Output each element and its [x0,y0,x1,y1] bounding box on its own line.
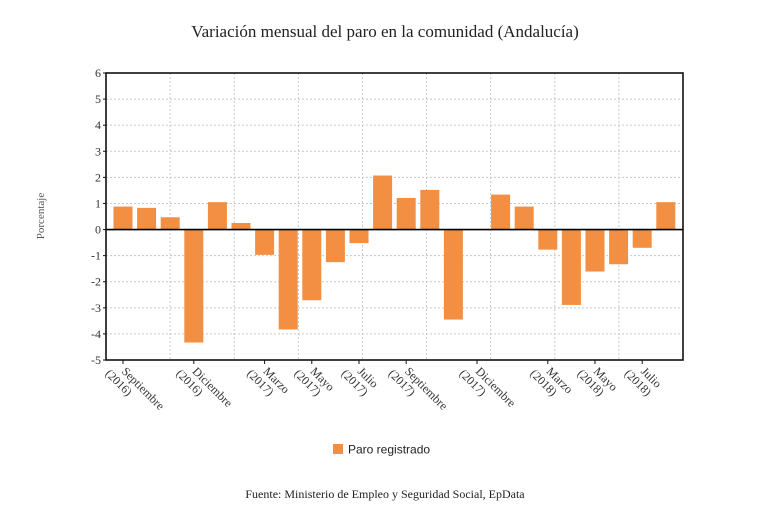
y-tick-label: -4 [91,327,101,341]
y-tick-label: 4 [95,118,101,132]
x-tick-label: Septiembre(2016) [103,364,168,413]
y-tick-label: -3 [91,301,101,315]
bar [420,189,440,230]
bar [302,229,322,301]
bar [207,202,227,230]
legend: Paro registrado [333,443,430,457]
x-tick-label: Diciembre(2016) [173,364,235,410]
x-tick-label: Julio(2018) [622,364,665,399]
bars [113,175,676,343]
bar [113,206,133,230]
bar [160,217,180,230]
bar [325,229,345,263]
y-axis-label: Porcentaje [35,193,47,240]
legend-label: Paro registrado [348,443,430,457]
chart-title: Variación mensual del paro en la comunid… [191,22,579,41]
x-tick-label: Marzo(2017) [244,364,292,399]
x-tick-label: Julio(2017) [339,364,382,399]
bar [538,229,558,250]
x-tick-label: Mayo(2017) [291,364,337,399]
x-axis: Septiembre(2016) Diciembre(2016) Marzo(201… [103,360,665,413]
x-tick-label: Mayo(2018) [575,364,621,399]
y-tick-label: -5 [91,353,101,367]
x-tick-label: Septiembre(2017) [386,364,451,413]
y-tick-label: 6 [95,66,101,80]
y-axis: 6 5 4 3 2 1 0 -1 -2 -3 -4 -5 [91,66,106,367]
y-tick-label: -1 [91,249,101,263]
bar [349,229,369,244]
bar [278,229,298,330]
bar [255,229,275,255]
x-tick-label: Diciembre(2017) [457,364,519,410]
bar [184,229,204,343]
x-tick-label: Marzo(2018) [527,364,575,399]
bar [443,229,463,320]
bar [373,175,393,230]
y-tick-label: -2 [91,275,101,289]
bar [561,229,581,305]
bar [231,223,251,230]
bar [609,229,629,265]
plot-frame [105,72,684,361]
y-tick-label: 1 [95,196,101,210]
bar [137,207,157,230]
bar [514,206,534,230]
bar [396,197,416,230]
y-tick-label: 3 [95,144,101,158]
y-tick-label: 5 [95,92,101,106]
bar [632,229,652,248]
y-tick-label: 2 [95,170,101,184]
bar [656,202,676,230]
y-tick-label: 0 [95,223,101,237]
legend-swatch [333,444,343,454]
source-note: Fuente: Ministerio de Empleo y Seguridad… [245,487,525,501]
bar [491,194,511,230]
bar [585,229,605,272]
